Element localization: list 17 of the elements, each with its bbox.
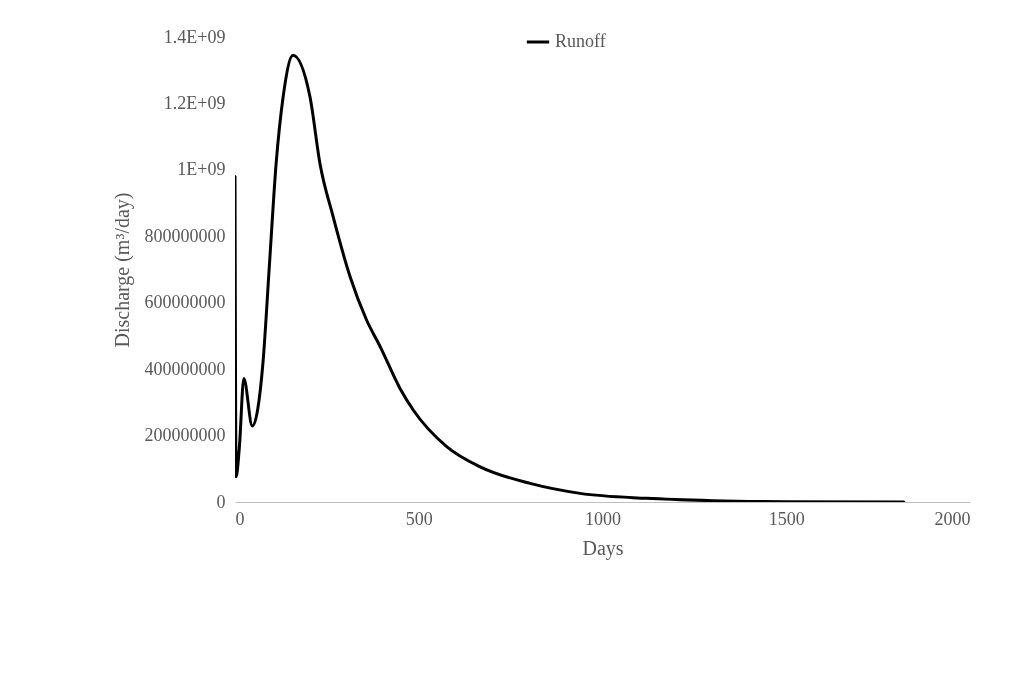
x-axis-title: Days [582,536,624,560]
y-tick-label: 1E+09 [177,159,226,180]
y-tick-label: 800000000 [144,225,226,246]
line-series [235,53,906,502]
y-tick-label: 0 [216,491,226,512]
x-tick-label: 2000 [934,508,971,529]
y-tick-label: 200000000 [144,425,226,446]
x-tick-label: 1000 [585,508,621,529]
y-tick-label: 1.4E+09 [163,26,226,47]
legend-label: Runoff [555,31,606,51]
x-tick-label: 0 [235,508,245,529]
y-tick-label: 600000000 [144,292,226,313]
y-tick-label: 1.2E+09 [163,92,226,113]
y-axis-title: Discharge (m³/day) [110,192,134,348]
x-tick-label: 1500 [768,508,805,529]
y-tick-label: 400000000 [144,358,226,379]
x-tick-label: 500 [405,508,433,529]
